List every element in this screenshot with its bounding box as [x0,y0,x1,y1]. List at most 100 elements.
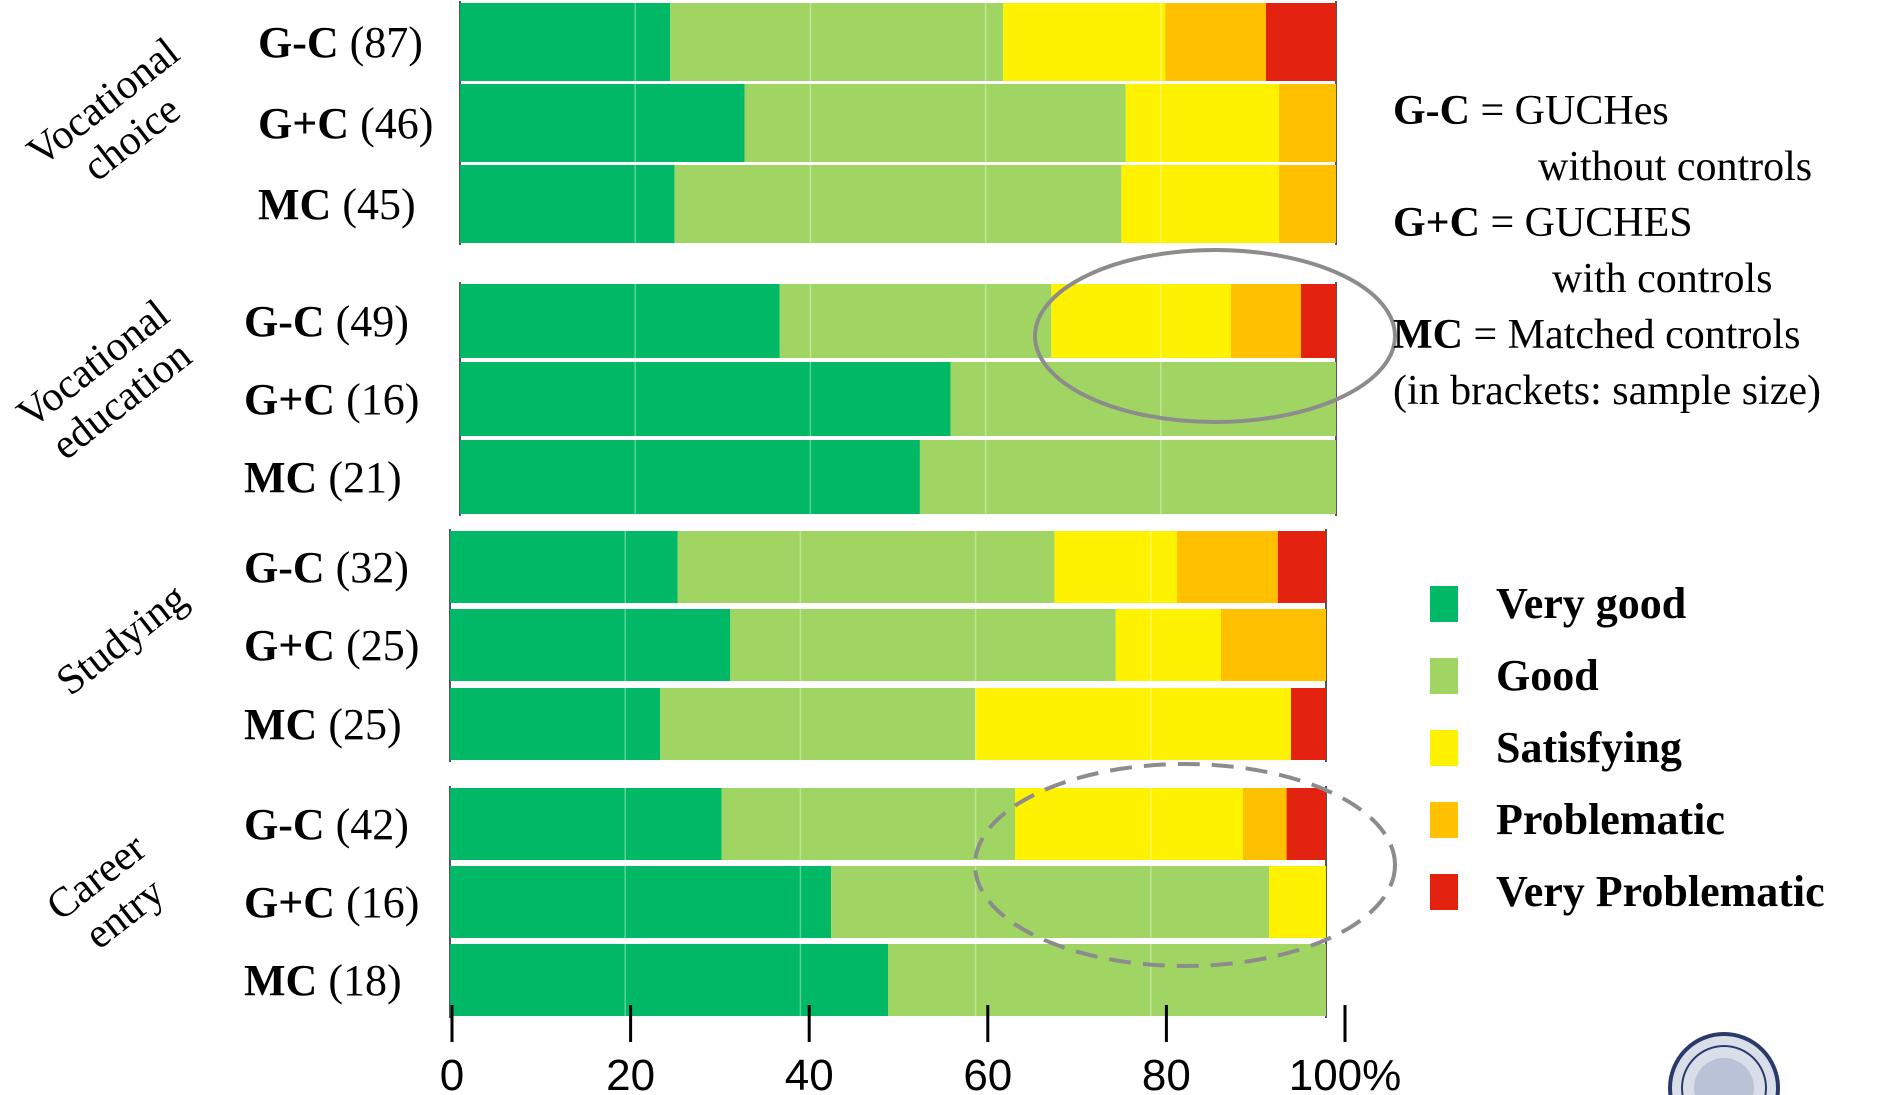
row-label-sample-size: (42) [325,800,409,849]
bar-segment-very-good [460,165,675,243]
sample-size-note: (in brackets: sample size) [1393,368,1821,414]
row-label: G+C (16) [244,375,419,424]
bar-segment-satisfying [1003,3,1166,81]
group-label: Vocationalchoice [19,29,217,212]
bar-segment-satisfying [975,688,1291,760]
bar-segment-satisfying [1115,609,1221,681]
row-label: MC (25) [244,700,402,749]
legend-swatch [1430,658,1458,694]
row-label: MC (21) [244,453,402,502]
university-seal-logo [1668,1032,1780,1095]
abbrev-key: G-C [1393,88,1470,134]
bar-segment-very-problematic [1286,788,1326,860]
bar-segment-good [888,944,1326,1016]
group-label: Vocationaleducation [9,291,207,474]
row-label: G-C (32) [244,543,409,592]
bar-segment-problematic [1177,531,1278,603]
bar-segment-good [744,84,1126,162]
bar-segment-satisfying [1054,531,1178,603]
row-label: G+C (46) [258,99,433,148]
bar-segment-problematic [1279,84,1336,162]
bar-segment-good [721,788,1016,860]
legend-swatch [1430,730,1458,766]
bar-segment-very-good [450,866,832,938]
bar-segment-satisfying [1125,84,1280,162]
row-label-group: G+C [244,621,335,670]
abbreviation-legend: G-C = GUCHes without controls G+C = GUCHES… [1393,88,1821,414]
row-label-group: MC [258,180,331,229]
bar-segment-very-good [450,788,722,860]
bar-segment-good [660,688,976,760]
abbrev-definition: = GUCHes [1470,88,1669,134]
bar-segment-very-good [460,362,951,436]
bar-segment-satisfying [1051,284,1231,358]
row-label: MC (18) [244,956,402,1005]
highlight-ellipse-dashed [973,762,1397,968]
bar-segment-very-good [450,609,731,681]
legend-label: Very Problematic [1496,867,1825,916]
abbrev-definition: = Matched controls [1463,312,1800,358]
legend-label: Good [1496,651,1599,700]
row-label-group: MC [244,700,317,749]
x-tick-label: 100% [1289,1051,1402,1095]
abbrev-key: MC [1393,312,1463,358]
abbrev-definition-cont: without controls [1538,144,1812,190]
row-label: G-C (42) [244,800,409,849]
bar-segment-good [730,609,1116,681]
row-label-sample-size: (32) [325,543,409,592]
bar-segment-satisfying [1121,165,1280,243]
bar-segment-problematic [1165,3,1266,81]
bar-segment-very-problematic [1277,531,1326,603]
row-label-group: G+C [244,878,335,927]
bar-segment-good [831,866,1270,938]
bar-segment-problematic [1279,165,1336,243]
highlight-ellipse-solid [1033,248,1397,424]
x-tick-label: 60 [963,1051,1012,1095]
bar-segment-problematic [1242,788,1287,860]
bar-segment-satisfying [1015,788,1243,860]
bar-segment-problematic [1230,284,1301,358]
row-label-sample-size: (21) [317,453,401,502]
abbrev-entry: G-C = GUCHes [1393,88,1669,134]
row-label-sample-size: (16) [335,375,419,424]
bar-segment-very-problematic [1300,284,1336,358]
legend-swatch [1430,802,1458,838]
row-label-sample-size: (87) [339,18,423,67]
row-label: G-C (87) [258,18,423,67]
row-label-sample-size: (49) [325,297,409,346]
row-label-group: MC [244,956,317,1005]
abbrev-key: G+C [1393,200,1480,246]
legend-label: Very good [1496,579,1686,628]
abbrev-entry: MC = Matched controls [1393,312,1800,358]
legend-swatch [1430,586,1458,622]
row-label: G+C (16) [244,878,419,927]
row-labels-layer: G-C (87) G+C (46) MC (45) G-C (49) G+C (16) M… [244,18,433,1005]
row-label-group: G-C [244,800,325,849]
legend-swatch [1430,874,1458,910]
abbrev-definition-cont: with controls [1552,256,1772,302]
x-tick-label: 80 [1142,1051,1191,1095]
bar-segment-very-good [460,84,745,162]
group-label: Careerentry [38,825,183,966]
bar-segment-very-good [460,3,671,81]
bar-segment-good [950,362,1336,436]
bar-segment-very-good [450,944,888,1016]
bar-segment-very-good [460,284,780,358]
bar-segment-very-good [460,440,920,514]
abbrev-entry: G+C = GUCHES [1393,200,1693,246]
row-label-group: G+C [258,99,349,148]
row-label-sample-size: (16) [335,878,419,927]
row-label-group: G-C [258,18,339,67]
bar-segment-good [919,440,1336,514]
bar-segment-very-good [450,688,661,760]
bar-segment-good [677,531,1055,603]
row-label-group: MC [244,453,317,502]
abbrev-definition: = GUCHES [1480,200,1693,246]
row-label-sample-size: (18) [317,956,401,1005]
x-tick-label: 40 [785,1051,834,1095]
group-label-line: Studying [48,575,196,705]
x-tick-label: 0 [440,1051,464,1095]
legend-label: Satisfying [1496,723,1682,772]
row-label: G+C (25) [244,621,419,670]
